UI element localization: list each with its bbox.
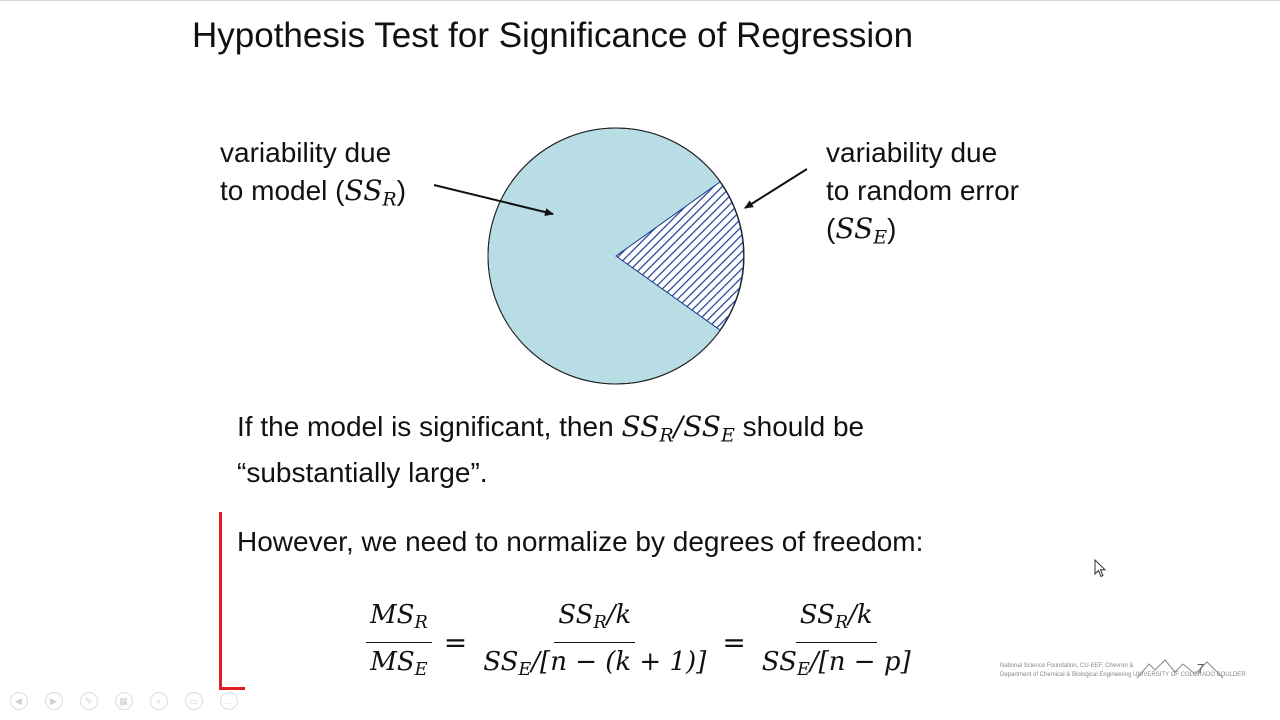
ss-e-symbol: SSE — [835, 212, 888, 249]
ms-ratio-fraction: MSR MSE — [366, 596, 432, 689]
pen-icon: ✎ — [79, 692, 98, 710]
callout-model-close: ) — [396, 175, 407, 206]
pen-button[interactable]: ✎ — [76, 691, 101, 711]
arrow-to-error — [744, 168, 808, 209]
arrow-to-model — [433, 184, 554, 216]
ss-ratio-fraction-k: SSR/k SSE/[n − (k + 1)] — [479, 596, 710, 689]
page-number: 7 — [1197, 661, 1205, 676]
footer-line1: National Science Foundation, CU-EEF, Che… — [1000, 663, 1134, 669]
significance-line1: If the model is significant, then SSR/SS… — [237, 410, 865, 447]
footer-line2: Department of Chemical & Biological Engi… — [1000, 672, 1246, 678]
callout-error-variability: variability due to random error (SSE) — [826, 134, 1019, 256]
callout-model-variability: variability due to model (SSR) — [220, 134, 406, 218]
previous-icon: ◀ — [9, 692, 28, 710]
mountain-logo-icon — [1136, 659, 1224, 679]
next-slide-button[interactable]: ▶ — [41, 691, 66, 711]
zoom-button[interactable]: ⌕ — [146, 691, 171, 711]
ss-ratio: SSR/SSE — [621, 410, 735, 447]
callout-model-line1: variability due — [220, 137, 392, 168]
more-options-button[interactable]: … — [216, 691, 241, 711]
presenter-toolbar: ◀ ▶ ✎ ▦ ⌕ ▭ … — [6, 691, 241, 711]
callout-error-line1: variability due — [826, 137, 998, 168]
significance-line2: “substantially large”. — [237, 457, 488, 489]
ss-r-symbol: SSR — [344, 174, 397, 211]
f-statistic-equation: MSR MSE = SSR/k SSE/[n − (k + 1)] = SSR/… — [360, 596, 921, 689]
callout-model-text: to model ( — [220, 175, 345, 206]
subtitles-button[interactable]: ▭ — [181, 691, 206, 711]
slide-sorter-button[interactable]: ▦ — [111, 691, 136, 711]
red-annotation-bracket — [219, 512, 245, 690]
pie-outline — [487, 127, 745, 385]
magnifier-icon: ⌕ — [149, 692, 168, 710]
next-icon: ▶ — [44, 692, 63, 710]
top-border — [0, 0, 1280, 1]
mouse-cursor-icon — [1094, 559, 1107, 578]
slide-title: Hypothesis Test for Significance of Regr… — [192, 16, 914, 55]
subtitles-icon: ▭ — [184, 692, 203, 710]
normalize-statement: However, we need to normalize by degrees… — [237, 526, 924, 557]
callout-error-line2: to random error — [826, 175, 1019, 206]
equals-sign: = — [443, 625, 468, 659]
more-icon: … — [219, 692, 238, 710]
equals-sign: = — [722, 625, 746, 659]
previous-slide-button[interactable]: ◀ — [6, 691, 31, 711]
slide-footer: National Science Foundation, CU-EEF, Che… — [1000, 662, 1246, 680]
grid-icon: ▦ — [114, 692, 133, 710]
ss-ratio-fraction-p: SSR/k SSE/[n − p] — [758, 596, 915, 689]
callout-error-line3: (SSE) — [826, 212, 897, 249]
callout-model-line2: to model (SSR) — [220, 172, 406, 218]
significance-statement: If the model is significant, then SSR/SS… — [237, 408, 864, 492]
